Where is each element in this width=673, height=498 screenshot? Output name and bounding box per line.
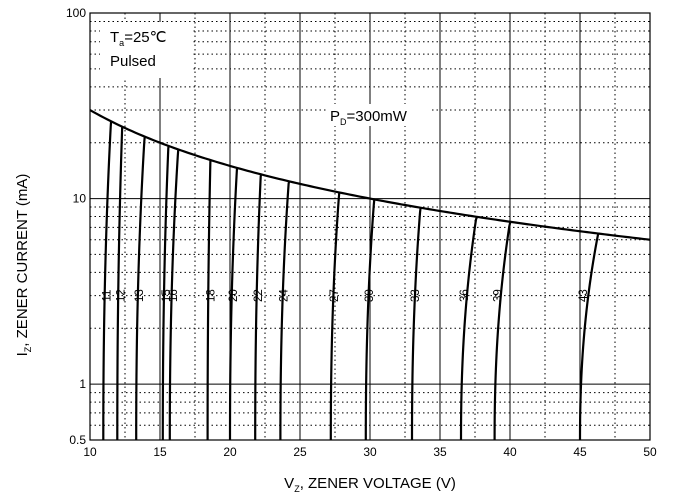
zener-curve-12 [116, 125, 124, 440]
curve-label-16: 16 [168, 289, 180, 302]
curve-label-12: 12 [115, 289, 127, 302]
curve-label-11: 11 [101, 290, 113, 302]
y-tick-labels: 0.5 1 10 100 [66, 6, 86, 447]
x-tick-label: 40 [503, 445, 517, 459]
zener-curve-43 [578, 232, 600, 441]
curve-label-36: 36 [459, 289, 471, 302]
zener-curve-15 [161, 145, 170, 440]
zener-curve-30 [364, 199, 376, 440]
x-tick-label: 50 [643, 445, 657, 459]
curve-label-33: 33 [410, 289, 422, 302]
curve-label-39: 39 [493, 289, 505, 302]
plot-frame [89, 12, 651, 441]
curve-label-20: 20 [228, 289, 240, 302]
zener-curve-18 [206, 160, 212, 440]
zener-curve-11 [102, 121, 113, 440]
zener-curve-33 [410, 207, 422, 440]
zener-curves [102, 121, 600, 441]
curve-label-30: 30 [364, 289, 376, 302]
zener-curve-22 [254, 174, 263, 440]
curve-label-24: 24 [278, 289, 290, 302]
x-tick-label: 10 [83, 445, 97, 459]
zener-curve-20 [228, 167, 239, 440]
power-dissipation-limit-curve [89, 109, 651, 241]
curve-label-22: 22 [253, 289, 265, 302]
pulsed-annotation: Pulsed [110, 53, 156, 70]
y-tick-label: 100 [66, 6, 86, 20]
zener-curve-13 [135, 136, 146, 440]
zener-curve-24 [279, 181, 291, 440]
curve-label-43: 43 [578, 289, 590, 302]
curve-label-27: 27 [329, 289, 341, 302]
y-tick-label: 10 [73, 192, 87, 206]
x-tick-label: 45 [573, 445, 587, 459]
pd-annotation: PD=300mW [330, 108, 408, 127]
x-tick-label: 25 [293, 445, 307, 459]
annotation-background [100, 22, 192, 78]
x-tick-label: 35 [433, 445, 447, 459]
curve-label-18: 18 [206, 289, 218, 302]
y-tick-label: 1 [79, 377, 86, 391]
x-tick-label: 30 [363, 445, 377, 459]
x-tick-label: 15 [153, 445, 167, 459]
curve-label-13: 13 [134, 289, 146, 302]
x-tick-label: 20 [223, 445, 237, 459]
pd-label-background [326, 104, 432, 126]
ta-annotation: Ta=25℃ [110, 29, 166, 48]
zener-curve-36 [459, 216, 479, 441]
y-axis-title: IZ, ZENER CURRENT (mA) [14, 174, 33, 357]
zener-curve-16 [168, 149, 180, 440]
zener-curve-27 [329, 192, 341, 440]
curve-label-15: 15 [161, 289, 173, 302]
zener-curve-39 [493, 221, 512, 441]
y-tick-label: 0.5 [69, 433, 86, 447]
x-tick-labels: 10 15 20 25 30 35 40 45 50 [83, 445, 657, 459]
x-axis-title: VZ, ZENER VOLTAGE (V) [284, 475, 456, 494]
